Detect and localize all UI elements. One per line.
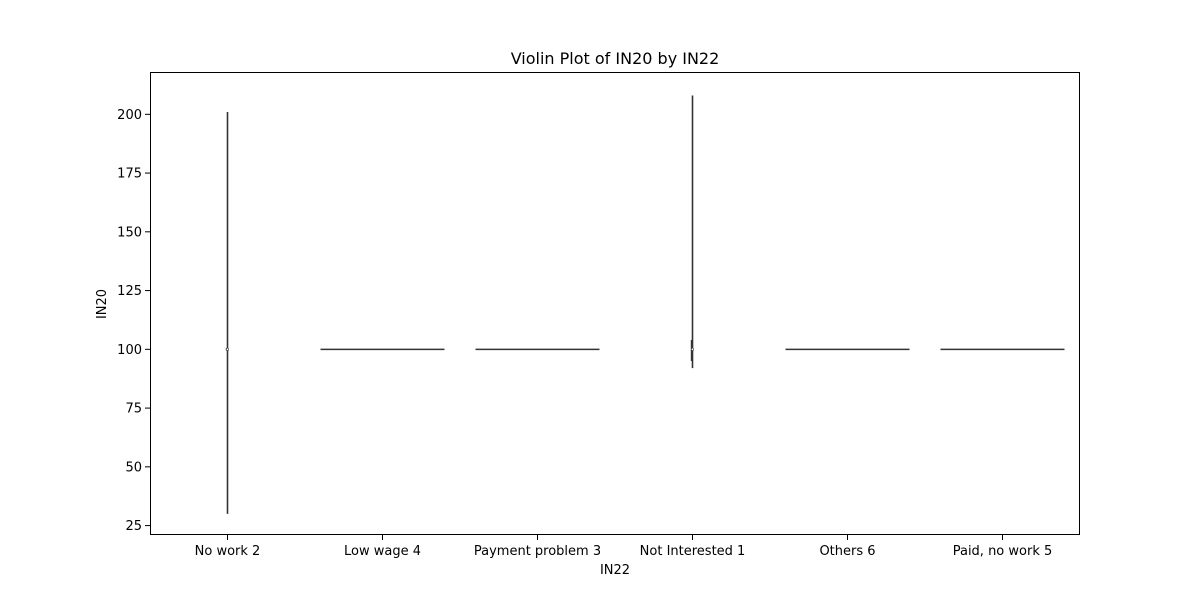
y-axis-label: IN20 [95,289,110,319]
y-tick-label: 125 [117,284,142,299]
chart-title: Violin Plot of IN20 by IN22 [511,49,720,68]
y-tick-label: 50 [125,460,142,475]
x-tick-label: Payment problem 3 [474,544,601,559]
x-tick-label: Paid, no work 5 [953,544,1053,559]
violin-median [690,347,694,351]
x-tick-label: Low wage 4 [344,544,421,559]
x-axis-label: IN22 [600,563,630,578]
y-axis: 25 50 75 100 125 150 175 200 [117,108,150,534]
x-tick-label: No work 2 [195,544,261,559]
violin-not-interested-1 [690,95,694,369]
y-tick-label: 200 [117,108,142,123]
violin-median [226,347,230,351]
y-tick-label: 175 [117,167,142,182]
x-tick-label: Not Interested 1 [640,544,746,559]
y-tick-label: 75 [125,402,142,417]
y-tick-label: 150 [117,225,142,240]
plot-frame [150,72,1080,535]
x-tick-label: Others 6 [819,544,875,559]
violin-no-work-2 [225,111,230,514]
violins [225,95,1065,514]
x-axis: No work 2 Low wage 4 Payment problem 3 Not … [195,535,1053,559]
y-tick-label: 25 [125,519,142,534]
y-tick-label: 100 [117,343,142,358]
